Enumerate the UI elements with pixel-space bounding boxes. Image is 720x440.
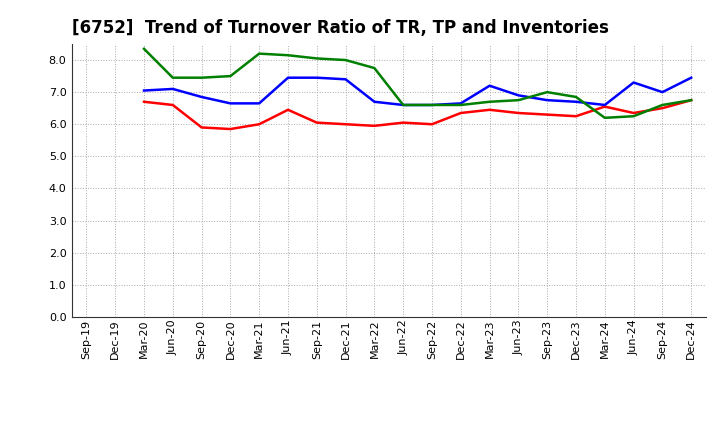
Trade Payables	[629, 80, 638, 85]
Trade Payables	[428, 103, 436, 108]
Trade Payables	[341, 77, 350, 82]
Trade Receivables	[370, 123, 379, 128]
Trade Payables	[226, 101, 235, 106]
Trade Receivables	[629, 110, 638, 116]
Inventories	[658, 103, 667, 108]
Inventories	[428, 103, 436, 108]
Inventories	[514, 98, 523, 103]
Inventories	[197, 75, 206, 81]
Inventories	[284, 53, 292, 58]
Inventories	[370, 66, 379, 71]
Trade Receivables	[168, 103, 177, 108]
Trade Payables	[197, 94, 206, 99]
Inventories	[687, 98, 696, 103]
Trade Payables	[255, 101, 264, 106]
Trade Payables	[140, 88, 148, 93]
Inventories	[341, 57, 350, 62]
Inventories	[456, 103, 465, 108]
Inventories	[399, 103, 408, 108]
Trade Receivables	[543, 112, 552, 117]
Trade Payables	[687, 75, 696, 81]
Trade Receivables	[226, 126, 235, 132]
Trade Payables	[658, 89, 667, 95]
Inventories	[226, 73, 235, 79]
Trade Receivables	[140, 99, 148, 104]
Inventories	[312, 56, 321, 61]
Trade Receivables	[197, 125, 206, 130]
Inventories	[140, 46, 148, 51]
Text: [6752]  Trend of Turnover Ratio of TR, TP and Inventories: [6752] Trend of Turnover Ratio of TR, TP…	[72, 19, 609, 37]
Trade Payables	[284, 75, 292, 81]
Trade Receivables	[284, 107, 292, 113]
Trade Receivables	[485, 107, 494, 113]
Trade Receivables	[572, 114, 580, 119]
Trade Receivables	[399, 120, 408, 125]
Line: Trade Receivables: Trade Receivables	[144, 100, 691, 129]
Inventories	[168, 75, 177, 81]
Trade Receivables	[341, 121, 350, 127]
Line: Inventories: Inventories	[144, 49, 691, 118]
Trade Payables	[399, 103, 408, 108]
Trade Receivables	[658, 106, 667, 111]
Line: Trade Payables: Trade Payables	[144, 78, 691, 105]
Trade Payables	[600, 103, 609, 108]
Trade Receivables	[514, 110, 523, 116]
Trade Receivables	[456, 110, 465, 116]
Trade Receivables	[255, 121, 264, 127]
Trade Payables	[485, 83, 494, 88]
Trade Payables	[370, 99, 379, 104]
Trade Payables	[456, 101, 465, 106]
Inventories	[629, 114, 638, 119]
Trade Receivables	[312, 120, 321, 125]
Trade Payables	[543, 98, 552, 103]
Trade Receivables	[428, 121, 436, 127]
Inventories	[543, 89, 552, 95]
Inventories	[485, 99, 494, 104]
Trade Receivables	[687, 98, 696, 103]
Trade Payables	[572, 99, 580, 104]
Trade Payables	[514, 93, 523, 98]
Inventories	[572, 94, 580, 99]
Trade Payables	[312, 75, 321, 81]
Trade Payables	[168, 86, 177, 92]
Trade Receivables	[600, 104, 609, 109]
Inventories	[255, 51, 264, 56]
Inventories	[600, 115, 609, 121]
